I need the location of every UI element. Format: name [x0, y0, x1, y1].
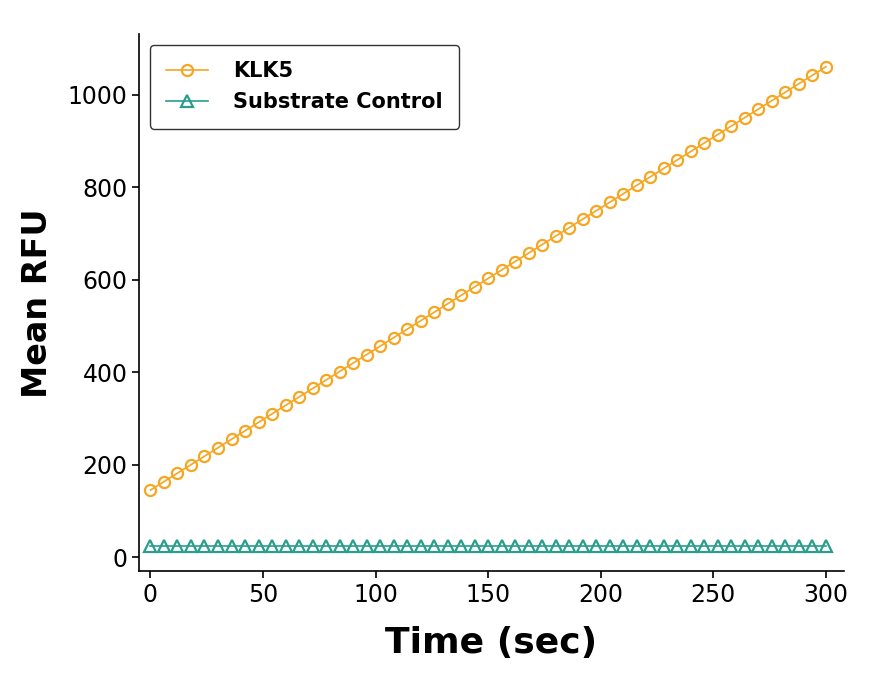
Substrate Control	[361, 541, 371, 550]
KLK5	[361, 350, 371, 358]
Line: KLK5: KLK5	[145, 61, 831, 495]
Substrate Control	[294, 541, 304, 550]
Y-axis label: Mean RFU: Mean RFU	[21, 208, 54, 398]
Substrate Control	[819, 541, 830, 550]
KLK5	[631, 181, 641, 189]
Line: Substrate Control: Substrate Control	[145, 540, 831, 551]
Substrate Control	[348, 541, 358, 550]
KLK5	[294, 393, 304, 401]
KLK5	[348, 359, 358, 367]
Legend: KLK5, Substrate Control: KLK5, Substrate Control	[149, 45, 459, 129]
Substrate Control	[631, 541, 641, 550]
KLK5	[145, 486, 156, 494]
Substrate Control	[590, 541, 600, 550]
KLK5	[819, 63, 830, 71]
Substrate Control	[145, 541, 156, 550]
Substrate Control	[806, 541, 817, 550]
KLK5	[806, 71, 817, 79]
X-axis label: Time (sec): Time (sec)	[385, 626, 597, 660]
KLK5	[590, 206, 600, 215]
